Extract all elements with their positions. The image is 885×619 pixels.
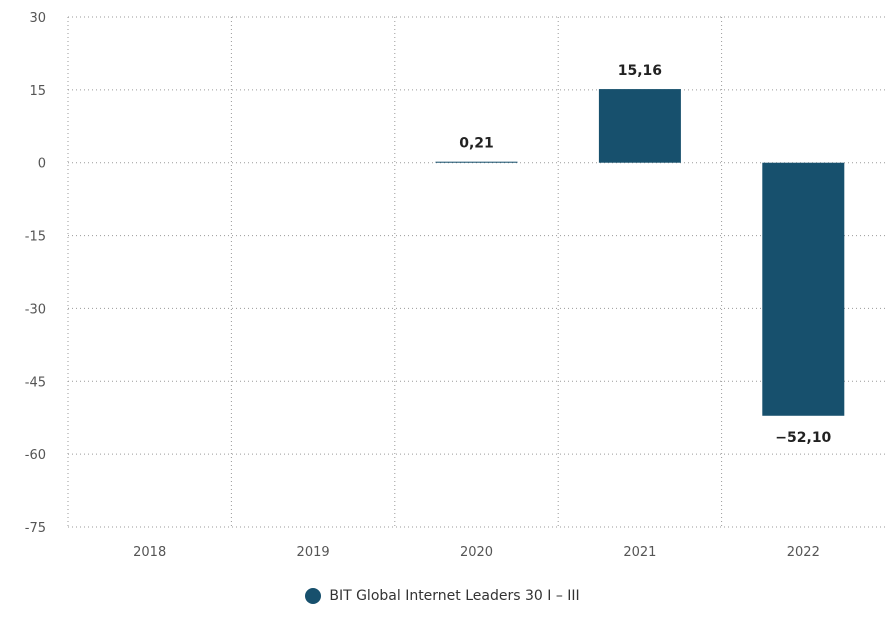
y-tick-label: -75 bbox=[25, 521, 46, 536]
bar bbox=[762, 162, 845, 416]
legend-label: BIT Global Internet Leaders 30 I – III bbox=[329, 588, 580, 604]
grid-lines bbox=[67, 16, 885, 528]
data-label: −52,10 bbox=[775, 430, 831, 446]
y-tick-label: 0 bbox=[38, 157, 46, 172]
y-tick-label: 15 bbox=[29, 84, 46, 99]
legend[interactable]: BIT Global Internet Leaders 30 I – III bbox=[0, 588, 885, 604]
legend-marker-icon bbox=[305, 588, 322, 604]
data-label: 0,21 bbox=[459, 136, 494, 152]
y-axis-ticks: 30 15 0 -15 -30 -45 -60 -75 bbox=[25, 11, 46, 536]
bar bbox=[598, 89, 681, 163]
x-tick-label: 2019 bbox=[297, 545, 330, 560]
bar-chart: 0,21 15,16 −52,10 30 15 0 -15 -30 -45 -60 -75 201… bbox=[25, 11, 885, 560]
data-label: 15,16 bbox=[618, 63, 662, 79]
y-tick-label: -30 bbox=[25, 302, 46, 317]
x-tick-label: 2018 bbox=[133, 545, 166, 560]
x-tick-label: 2020 bbox=[460, 545, 493, 560]
bar bbox=[435, 161, 518, 163]
x-tick-label: 2022 bbox=[787, 545, 820, 560]
bars bbox=[435, 89, 845, 416]
y-tick-label: 30 bbox=[29, 11, 46, 26]
data-labels: 0,21 15,16 −52,10 bbox=[459, 63, 831, 446]
y-tick-label: -60 bbox=[25, 448, 46, 463]
y-tick-label: -45 bbox=[25, 375, 46, 390]
y-tick-label: -15 bbox=[25, 230, 46, 245]
x-tick-label: 2021 bbox=[623, 545, 656, 560]
x-axis-ticks: 2018 2019 2020 2021 2022 bbox=[133, 545, 820, 560]
